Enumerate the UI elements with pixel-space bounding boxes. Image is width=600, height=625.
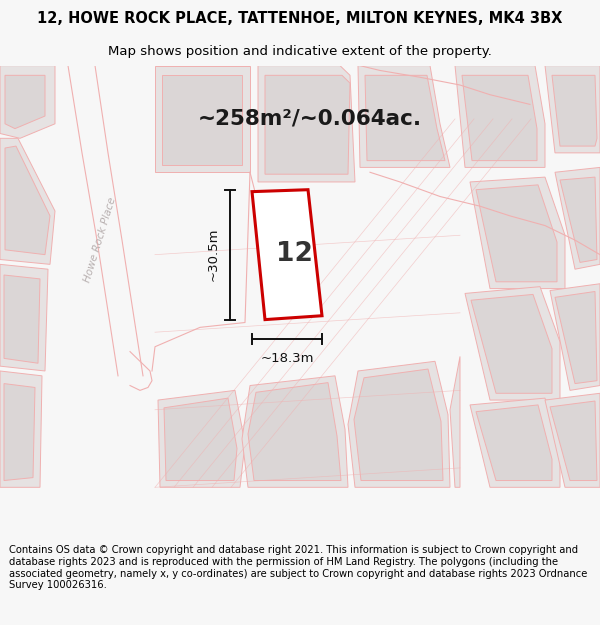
Text: ~30.5m: ~30.5m [206,228,220,281]
Text: 12, HOWE ROCK PLACE, TATTENHOE, MILTON KEYNES, MK4 3BX: 12, HOWE ROCK PLACE, TATTENHOE, MILTON K… [37,11,563,26]
Polygon shape [465,287,560,400]
Polygon shape [354,369,443,481]
Polygon shape [471,294,552,393]
Polygon shape [0,371,42,488]
Polygon shape [555,291,597,384]
Polygon shape [476,405,552,481]
Polygon shape [0,264,48,371]
Polygon shape [470,177,565,289]
Polygon shape [5,146,50,254]
Text: Contains OS data © Crown copyright and database right 2021. This information is : Contains OS data © Crown copyright and d… [9,545,587,590]
Polygon shape [242,376,348,488]
Polygon shape [4,384,35,481]
Polygon shape [5,76,45,129]
Polygon shape [455,66,545,168]
Polygon shape [0,138,55,264]
Polygon shape [560,177,597,262]
Polygon shape [476,185,557,282]
Polygon shape [555,168,600,269]
Text: Map shows position and indicative extent of the property.: Map shows position and indicative extent… [108,46,492,58]
Polygon shape [348,361,450,488]
Polygon shape [552,76,597,146]
Text: 12: 12 [277,241,313,267]
Polygon shape [162,76,242,164]
Polygon shape [365,76,445,161]
Polygon shape [258,66,355,182]
Polygon shape [545,66,600,153]
Polygon shape [252,190,322,319]
Polygon shape [450,356,460,488]
Text: Howe Rock Place: Howe Rock Place [82,196,118,284]
Polygon shape [358,66,450,168]
Polygon shape [155,66,250,173]
Polygon shape [158,391,245,488]
Polygon shape [164,398,237,481]
Polygon shape [550,284,600,391]
Polygon shape [545,393,600,488]
Polygon shape [4,275,40,363]
Polygon shape [470,398,560,488]
Polygon shape [550,401,597,481]
Polygon shape [462,76,537,161]
Polygon shape [265,76,350,174]
Text: ~258m²/~0.064ac.: ~258m²/~0.064ac. [198,109,422,129]
Polygon shape [0,66,55,138]
Text: ~18.3m: ~18.3m [260,352,314,365]
Polygon shape [248,382,341,481]
